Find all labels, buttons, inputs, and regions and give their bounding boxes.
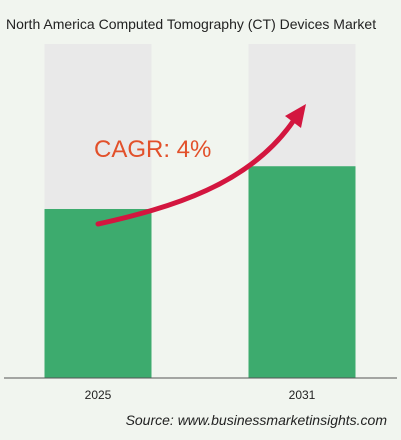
- source-note: Source: www.businessmarketinsights.com: [125, 412, 387, 428]
- tick-labels: 2025 2031: [85, 388, 316, 402]
- bar-2031: [248, 166, 356, 378]
- x-tick-label-2025: 2025: [85, 388, 112, 402]
- growth-arrow-icon: [95, 117, 297, 227]
- growth-arrowhead-icon: [285, 104, 306, 128]
- cagr-annotation: CAGR: 4%: [94, 136, 212, 163]
- bar-2025: [44, 208, 152, 378]
- chart-title: North America Computed Tomography (CT) D…: [6, 16, 377, 32]
- bars-layer: [44, 44, 356, 378]
- x-tick-label-2031: 2031: [289, 388, 316, 402]
